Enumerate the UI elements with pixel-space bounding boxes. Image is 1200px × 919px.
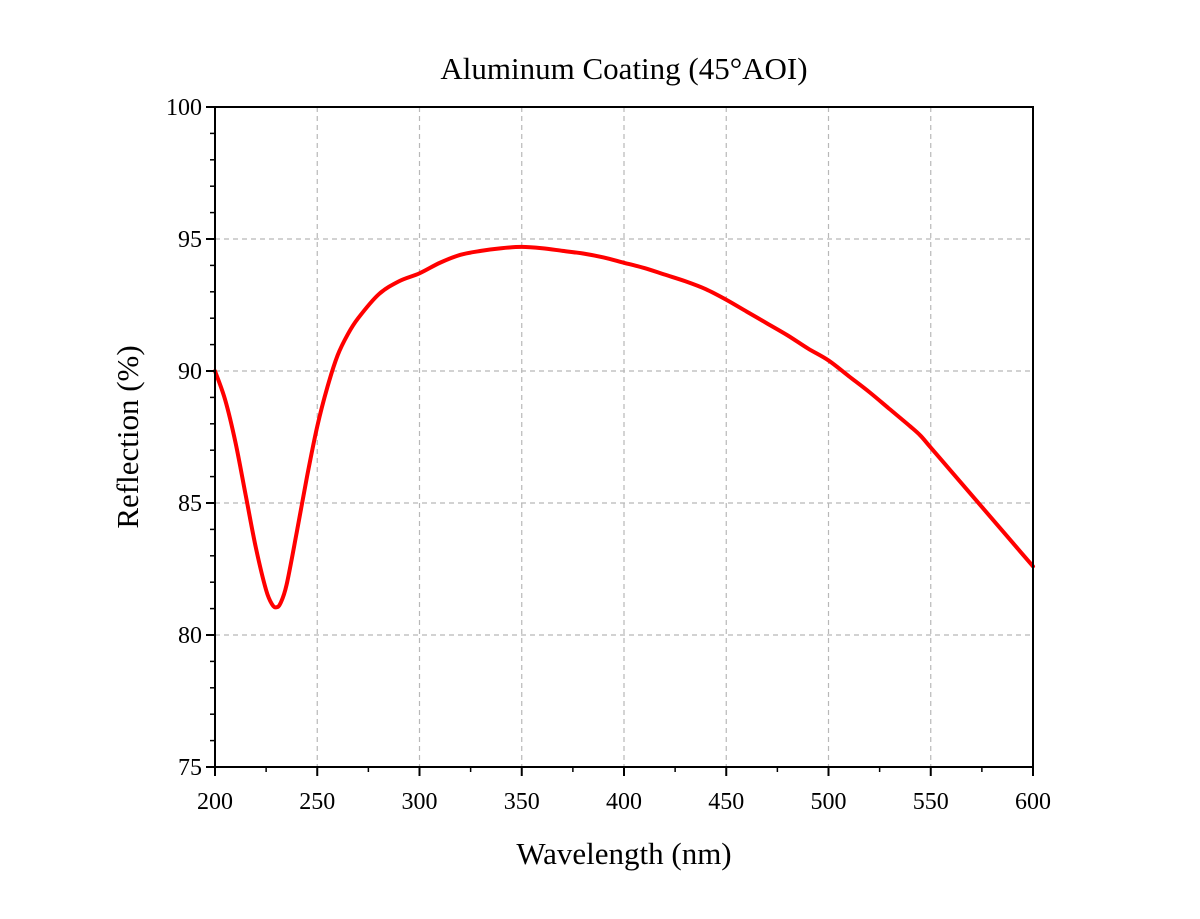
reflection-series-line [213,244,1035,610]
y-tick-label: 90 [178,359,202,385]
x-tick-label: 350 [504,789,540,815]
chart-title: Aluminum Coating (45°AOI) [440,51,807,86]
x-tick-label: 300 [402,789,438,815]
x-axis-label: Wavelength (nm) [516,836,731,871]
y-tick-label: 85 [178,491,202,517]
x-tick-label: 500 [811,789,847,815]
x-tick-label: 400 [606,789,642,815]
axis-ticks: 200 250 300 350 400 450 500 550 600 75 80 85 90 95 100 [166,95,1051,815]
series-layer [213,244,1035,610]
grid [215,107,1033,767]
x-tick-label: 600 [1015,789,1051,815]
y-tick-label: 100 [166,95,202,121]
y-tick-label: 75 [178,755,202,781]
y-axis-label: Reflection (%) [110,345,145,528]
x-tick-label: 550 [913,789,949,815]
y-tick-label: 95 [178,227,202,253]
x-tick-label: 250 [299,789,335,815]
x-tick-label: 200 [197,789,233,815]
x-tick-label: 450 [708,789,744,815]
y-tick-label: 80 [178,623,202,649]
